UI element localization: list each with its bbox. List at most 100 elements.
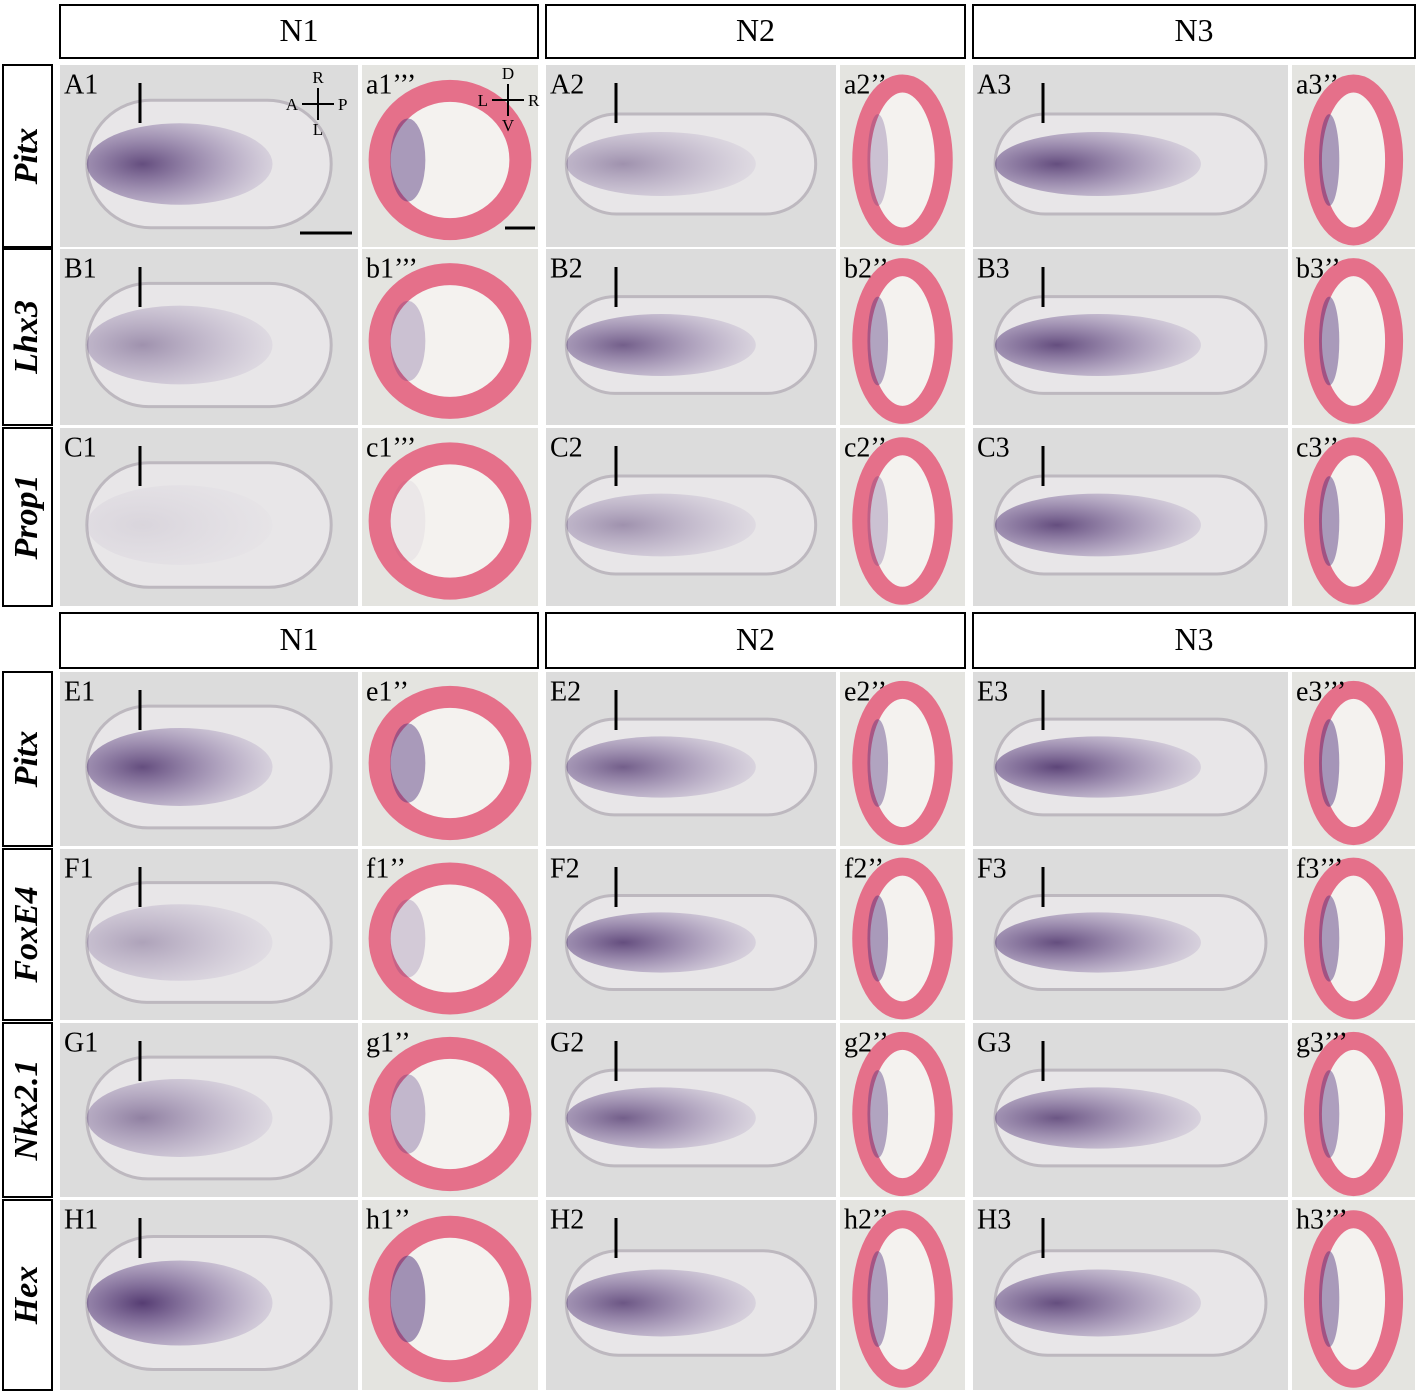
panel-label: a1’’’ <box>366 69 416 100</box>
gene-box <box>2 427 53 607</box>
compass-label: V <box>502 116 515 135</box>
panel-label: H2 <box>550 1204 584 1235</box>
panel-label: B1 <box>64 253 97 284</box>
header-box <box>59 4 539 59</box>
section-stain <box>390 1255 426 1343</box>
panel-label: e3’’’ <box>1296 676 1346 707</box>
panel-label: c2’’ <box>844 432 887 463</box>
compass-label: R <box>312 68 324 87</box>
staining <box>995 736 1201 798</box>
header-box <box>972 612 1416 669</box>
section-ring <box>368 442 532 600</box>
staining <box>86 728 273 806</box>
gene-label: Pitx <box>8 731 45 789</box>
section-ring <box>852 1031 953 1197</box>
staining <box>995 1087 1201 1149</box>
staining <box>995 314 1201 376</box>
section-stain <box>867 1251 889 1347</box>
panel-label: C3 <box>977 432 1010 463</box>
section-stain <box>867 296 889 386</box>
staining <box>995 131 1201 197</box>
panel-label: E1 <box>64 676 95 707</box>
staining <box>86 123 273 205</box>
staining <box>566 912 756 973</box>
panel-label: F2 <box>550 853 580 884</box>
panel-label: e2’’ <box>844 676 887 707</box>
gene-label: Pitx <box>8 128 45 186</box>
panel-label: h3’’’ <box>1296 1204 1348 1235</box>
compass-label: L <box>478 91 488 110</box>
section-ring <box>852 437 953 605</box>
section-ring <box>1303 437 1404 605</box>
header-box <box>59 612 539 669</box>
panel-label: h2’’ <box>844 1204 889 1235</box>
panel-label: b1’’’ <box>366 253 418 284</box>
section-stain <box>1318 895 1340 982</box>
section-ring <box>368 862 532 1015</box>
section-stain <box>1318 1070 1340 1158</box>
section-stain <box>1318 1251 1340 1347</box>
panel-label: e1’’ <box>366 676 409 707</box>
staining <box>566 314 756 376</box>
panel-label: H3 <box>977 1204 1011 1235</box>
panel-label: G2 <box>550 1027 584 1058</box>
section-ring <box>1303 1210 1404 1388</box>
staining <box>86 904 273 981</box>
section-stain <box>390 899 426 978</box>
panel-label: f2’’ <box>844 853 884 884</box>
gene-label: FoxE4 <box>8 886 45 983</box>
gene-box <box>2 848 53 1021</box>
header-box <box>972 4 1416 59</box>
section-ring <box>852 258 953 424</box>
panel-label: a3’’ <box>1296 69 1339 100</box>
gene-label: Prop1 <box>8 475 45 561</box>
panel-label: g1’’ <box>366 1027 411 1058</box>
section-ring <box>368 685 532 841</box>
gene-box <box>2 64 53 248</box>
gene-box <box>2 248 53 426</box>
section-ring <box>852 1210 953 1388</box>
section-ring <box>852 680 953 846</box>
panel-label: F1 <box>64 853 94 884</box>
panel-label: b2’’ <box>844 253 889 284</box>
header-label: N3 <box>1174 621 1213 657</box>
section-stain <box>390 480 426 562</box>
compass-label: R <box>528 91 540 110</box>
panel-label: f3’’’ <box>1296 853 1343 884</box>
gene-box <box>2 1199 53 1391</box>
section-stain <box>1318 114 1340 206</box>
panel-label: A1 <box>64 69 98 100</box>
panel-label: A2 <box>550 69 584 100</box>
staining <box>86 1079 273 1157</box>
gene-label: Lhx3 <box>8 300 45 375</box>
panel-label: G3 <box>977 1027 1011 1058</box>
section-ring <box>1303 258 1404 424</box>
header-label: N1 <box>279 621 318 657</box>
staining <box>566 1269 756 1337</box>
panel-label: B3 <box>977 253 1010 284</box>
header-box <box>545 4 966 59</box>
staining <box>995 493 1201 557</box>
panel-label: g2’’ <box>844 1027 889 1058</box>
section-ring <box>368 263 532 419</box>
panel-label: C2 <box>550 432 583 463</box>
panel-label: E3 <box>977 676 1008 707</box>
section-stain <box>1318 476 1340 566</box>
gene-label: Hex <box>8 1266 45 1326</box>
panel-label: H1 <box>64 1204 98 1235</box>
compass-label: P <box>338 95 347 114</box>
staining <box>86 1260 273 1346</box>
panel-label: g3’’’ <box>1296 1027 1348 1058</box>
header-label: N2 <box>736 12 775 48</box>
section-stain <box>390 300 426 382</box>
section-ring <box>368 1036 532 1192</box>
section-stain <box>867 895 889 982</box>
section-stain <box>390 723 426 803</box>
compass-label: L <box>313 120 323 139</box>
section-stain <box>867 114 889 206</box>
section-ring <box>852 857 953 1020</box>
section-ring <box>852 74 953 246</box>
staining <box>86 305 273 385</box>
section-stain <box>1318 719 1340 807</box>
section-stain <box>390 1074 426 1154</box>
